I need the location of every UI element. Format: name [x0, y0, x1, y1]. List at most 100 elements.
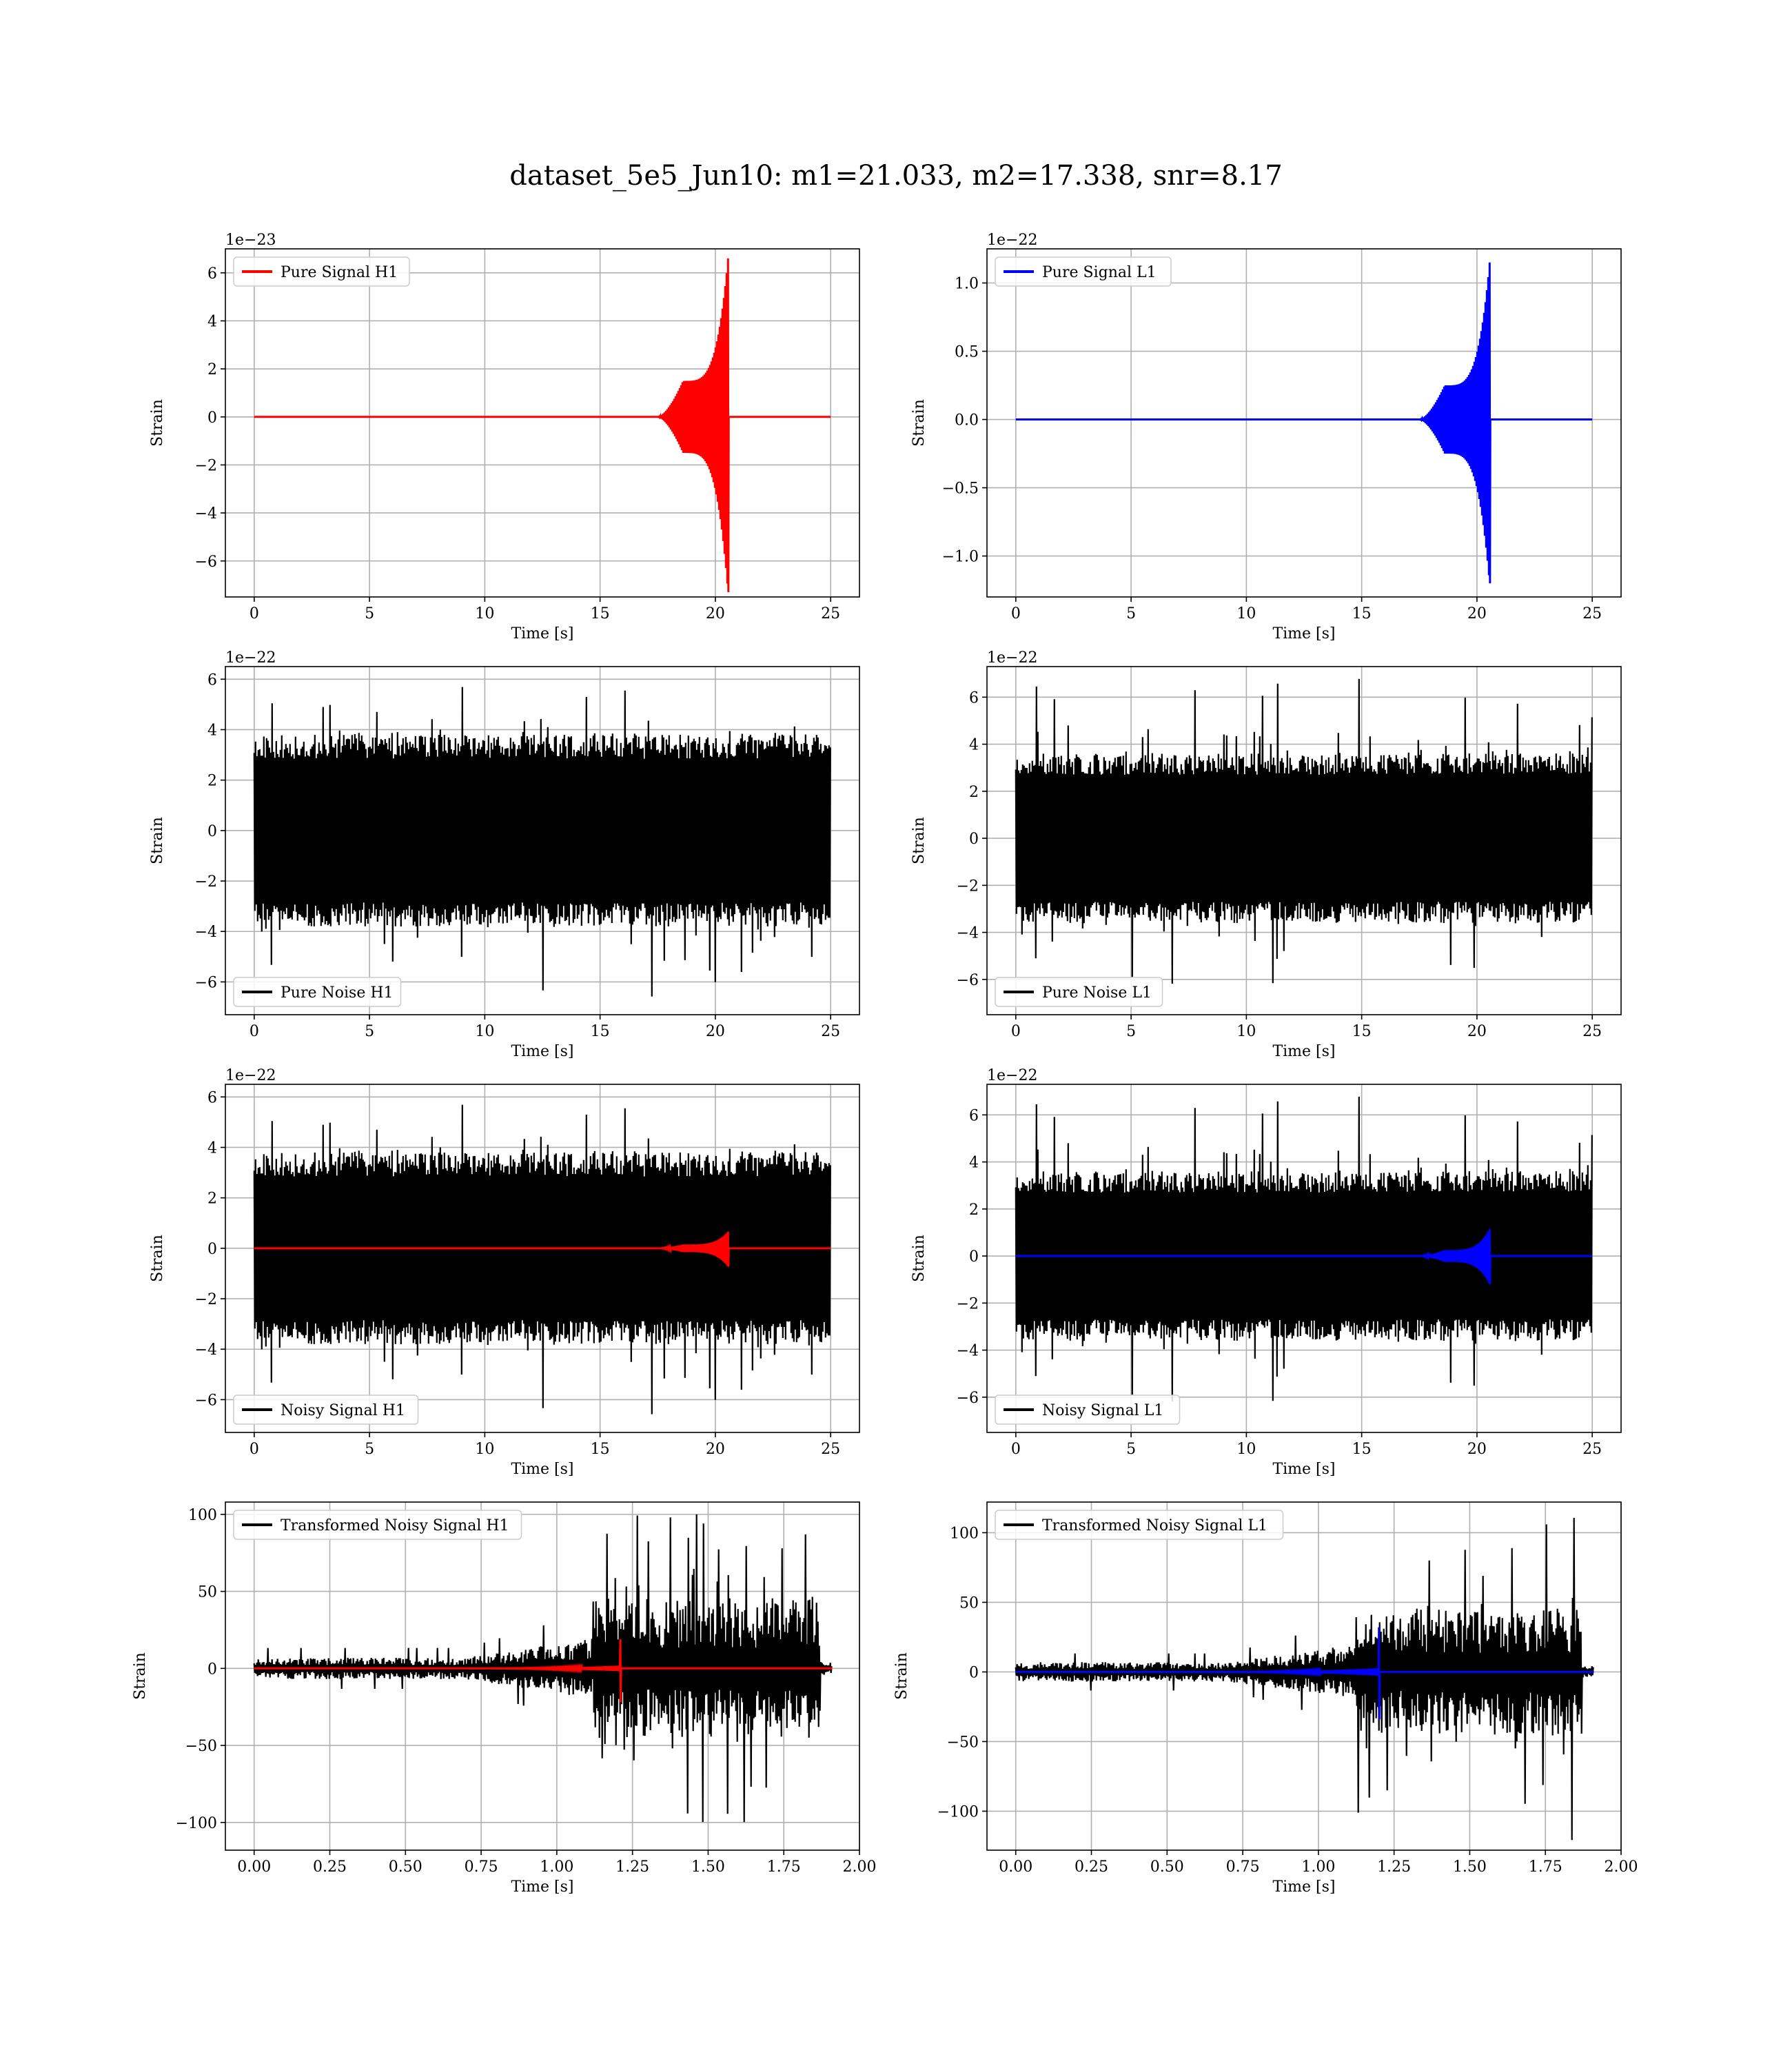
x-tick-label: 0: [1011, 605, 1021, 622]
x-tick-label: 1.50: [691, 1858, 725, 1876]
legend: Noisy Signal L1: [995, 1395, 1181, 1425]
axes-frame: [986, 248, 1622, 598]
x-tick-label: 10: [475, 605, 494, 622]
axes-frame: [225, 666, 860, 1015]
y-tick-label: 100: [188, 1507, 217, 1524]
series-line: [1015, 678, 1593, 984]
x-tick-label: 15: [591, 1441, 610, 1458]
x-tick-label: 15: [591, 605, 610, 622]
series-group: [1015, 262, 1593, 584]
x-tick-label: 0: [250, 1441, 259, 1458]
legend-label: Transformed Noisy Signal H1: [281, 1517, 509, 1534]
x-axis-label: Time [s]: [1272, 625, 1335, 642]
x-tick-label: 25: [821, 1023, 840, 1040]
y-tick-label: −100: [176, 1815, 217, 1832]
x-tick-label: 0.00: [237, 1858, 271, 1876]
x-tick-label: 15: [1352, 605, 1372, 622]
y-tick-label: −4: [957, 1343, 979, 1360]
x-axis-label: Time [s]: [1272, 1461, 1335, 1478]
x-axis-label: Time [s]: [511, 1878, 573, 1896]
legend-label: Transformed Noisy Signal L1: [1042, 1517, 1267, 1534]
y-tick-label: 50: [198, 1584, 217, 1601]
y-tick-label: 1.0: [955, 276, 979, 293]
y-axis-label: Strain: [893, 1652, 910, 1700]
y-tick-label: 4: [969, 1155, 979, 1172]
y-axis-label: Strain: [910, 1235, 928, 1282]
x-tick-label: 5: [1126, 605, 1136, 622]
x-tick-label: 1.25: [1377, 1858, 1411, 1876]
y-tick-label: −6: [195, 974, 217, 991]
y-axis-label: Strain: [132, 1652, 149, 1700]
y-tick-label: 6: [969, 689, 979, 707]
x-tick-label: 2.00: [1605, 1858, 1638, 1876]
legend-box: [233, 1510, 522, 1540]
y-tick-label: −2: [195, 873, 217, 891]
x-tick-label: 0.75: [465, 1858, 498, 1876]
y-tick-label: −50: [947, 1734, 979, 1751]
offset-label: 1e−22: [225, 1067, 276, 1084]
x-tick-label: 20: [1467, 605, 1487, 622]
x-tick-label: 10: [1236, 605, 1256, 622]
x-tick-label: 20: [1467, 1441, 1487, 1458]
subplot-8: 0.00 0.25 0.50 0.75 1.00 1.25 1.50 1.75 2.00 −100…: [893, 1501, 1638, 1896]
x-tick-label: 5: [365, 1441, 374, 1458]
series-group: [1015, 1517, 1594, 1841]
y-tick-label: 2: [207, 773, 217, 790]
x-tick-label: 1.00: [540, 1858, 573, 1876]
legend-box: [995, 1395, 1181, 1425]
series-line: [1015, 1228, 1593, 1285]
y-axis-label: Strain: [149, 817, 166, 864]
subplot-1: 0 5 10 15 20 25 −6 −4 −2 0 2 4 6 Time [s] Strain 1e−23 P…: [149, 232, 860, 642]
x-tick-label: 25: [821, 1441, 840, 1458]
y-tick-label: −0.5: [942, 480, 979, 498]
x-tick-label: 10: [1236, 1441, 1256, 1458]
subplot-4: 0 5 10 15 20 25 −6 −4 −2 0 2 4 6 Time [s] Strain 1e−22 P…: [910, 649, 1622, 1060]
y-tick-label: 6: [969, 1107, 979, 1124]
y-tick-label: 0: [207, 1241, 217, 1258]
x-axis-label: Time [s]: [511, 625, 573, 642]
x-tick-label: 5: [1126, 1441, 1136, 1458]
x-tick-label: 25: [1582, 605, 1602, 622]
axes-frame: [986, 1084, 1622, 1433]
y-tick-label: 0: [207, 823, 217, 840]
x-tick-label: 15: [1352, 1441, 1372, 1458]
y-tick-label: 6: [207, 1089, 217, 1106]
y-tick-label: 0: [207, 1661, 217, 1678]
legend: Transformed Noisy Signal L1: [995, 1510, 1284, 1540]
y-axis-label: Strain: [910, 399, 928, 447]
offset-label: 1e−22: [225, 649, 276, 667]
x-tick-label: 0.50: [1150, 1858, 1184, 1876]
y-tick-label: 2: [969, 784, 979, 801]
y-tick-label: −6: [195, 1392, 217, 1409]
x-tick-label: 20: [706, 1023, 725, 1040]
x-axis-label: Time [s]: [1272, 1043, 1335, 1060]
x-tick-label: 10: [475, 1023, 494, 1040]
legend: Noisy Signal H1: [233, 1395, 419, 1425]
series-group: [1015, 1096, 1593, 1402]
y-tick-label: 0.5: [955, 344, 979, 361]
series-line: [254, 1231, 831, 1267]
y-tick-label: 6: [207, 671, 217, 689]
y-tick-label: 4: [207, 1139, 217, 1157]
series-group: [254, 258, 831, 593]
series-group: [253, 1104, 831, 1415]
axes-frame: [225, 1084, 860, 1433]
y-tick-label: 0.0: [955, 412, 979, 429]
axes-frame: [225, 1501, 860, 1851]
offset-label: 1e−22: [987, 232, 1037, 249]
legend-box: [233, 1395, 419, 1425]
y-tick-label: 2: [207, 361, 217, 378]
legend: Pure Noise L1: [995, 977, 1163, 1007]
x-tick-label: 20: [706, 1441, 725, 1458]
x-tick-label: 25: [821, 605, 840, 622]
series-line: [1015, 262, 1593, 584]
x-tick-label: 0.25: [1075, 1858, 1108, 1876]
y-tick-label: −6: [957, 1390, 979, 1407]
y-tick-label: −4: [957, 925, 979, 942]
legend: Pure Signal H1: [233, 256, 410, 287]
subplot-5: 0 5 10 15 20 25 −6 −4 −2 0 2 4 6 Time [s] Strain 1e−22 N…: [149, 1067, 860, 1478]
series-line: [254, 1639, 833, 1703]
y-tick-label: 100: [950, 1525, 979, 1542]
